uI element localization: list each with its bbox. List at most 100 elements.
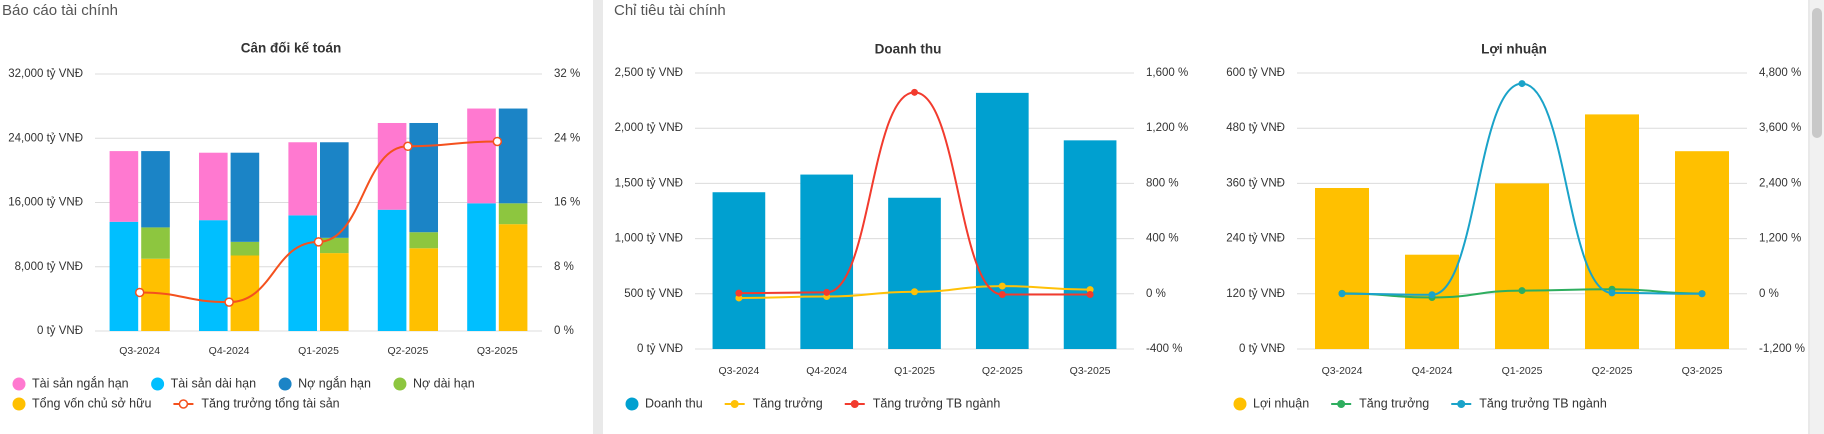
bar	[975, 92, 1029, 349]
legend-marker	[393, 377, 407, 391]
y-tick-label: 1,500 tỷ VNĐ	[615, 177, 683, 189]
x-tick-label: Q4-2024	[209, 345, 250, 357]
y-tick-label: 2,000 tỷ VNĐ	[615, 122, 683, 134]
y-tick-label: 8,000 tỷ VNĐ	[15, 261, 83, 273]
legend-label: Tổng vốn chủ sở hữu	[32, 396, 151, 410]
line-point	[1608, 289, 1616, 297]
bar-segment	[198, 152, 228, 221]
line-point	[492, 136, 503, 147]
bar	[1495, 183, 1549, 349]
y2-tick-label: 0 %	[554, 325, 574, 337]
x-tick-label: Q3-2024	[718, 365, 759, 377]
y2-tick-label: 4,800 %	[1759, 67, 1801, 79]
legend-marker	[278, 377, 292, 391]
x-tick-label: Q4-2024	[806, 365, 847, 377]
x-tick-label: Q3-2024	[1322, 365, 1363, 377]
bar-segment	[409, 232, 439, 249]
legend-label: Doanh thu	[645, 396, 703, 410]
bar-segment	[230, 152, 260, 242]
line-point	[1086, 286, 1094, 294]
chart-title: Cân đối kế toán	[241, 41, 342, 56]
line-point	[911, 288, 918, 296]
bar-segment	[109, 221, 139, 331]
scrollbar-thumb[interactable]	[1812, 8, 1822, 138]
legend-marker	[151, 377, 165, 391]
x-tick-label: Q3-2025	[477, 345, 518, 357]
bar	[1063, 140, 1117, 349]
x-tick-label: Q4-2024	[1412, 365, 1453, 377]
y2-tick-label: 2,400 %	[1759, 177, 1801, 189]
y-tick-label: 16,000 tỷ VNĐ	[8, 197, 83, 209]
y2-tick-label: 1,200 %	[1759, 233, 1801, 245]
legend-marker	[850, 400, 859, 408]
bar-segment	[230, 241, 260, 256]
y2-tick-label: 24 %	[554, 132, 580, 144]
legend-label: Nợ dài hạn	[413, 376, 475, 390]
chart-title: Lợi nhuận	[1481, 42, 1547, 57]
legend-marker	[625, 397, 639, 411]
line-point	[1338, 290, 1346, 298]
bar-segment	[320, 237, 349, 254]
y2-tick-label: 1,600 %	[1146, 67, 1188, 79]
bar-segment	[409, 248, 439, 331]
y-tick-label: 1,000 tỷ VNĐ	[615, 233, 683, 245]
bar-segment	[467, 203, 496, 331]
y2-tick-label: 32 %	[554, 68, 580, 80]
legend-marker	[1233, 397, 1247, 411]
bar	[1315, 188, 1369, 349]
y-tick-label: 600 tỷ VNĐ	[1226, 67, 1285, 79]
legend-label: Tài sản dài hạn	[171, 376, 257, 390]
x-tick-label: Q1-2025	[1502, 365, 1543, 377]
y2-tick-label: 16 %	[554, 197, 580, 209]
x-tick-label: Q3-2024	[119, 345, 160, 357]
bar	[1675, 151, 1729, 349]
bar-segment	[498, 108, 528, 204]
y-tick-label: 0 tỷ VNĐ	[37, 325, 83, 337]
y2-tick-label: 3,600 %	[1759, 122, 1801, 134]
legend-label: Tăng trưởng TB ngành	[1479, 396, 1607, 410]
legend-label: Nợ ngắn hạn	[298, 375, 371, 390]
line-point	[735, 294, 743, 302]
bar-segment	[198, 220, 228, 331]
legend-label: Tăng trưởng	[1359, 396, 1429, 410]
bar-segment	[141, 151, 170, 228]
line-point	[998, 282, 1006, 290]
bar-segment	[498, 224, 528, 331]
legend-label: Tăng trưởng tổng tài sản	[201, 396, 339, 410]
line-point	[134, 287, 145, 298]
bar	[888, 197, 941, 349]
legend-marker	[12, 377, 26, 391]
y-tick-label: 2,500 tỷ VNĐ	[615, 67, 683, 79]
bar-segment	[109, 151, 139, 222]
y2-tick-label: 800 %	[1146, 177, 1179, 189]
x-tick-label: Q1-2025	[894, 365, 935, 377]
y2-tick-label: 1,200 %	[1146, 122, 1188, 134]
legend-marker	[1457, 400, 1466, 408]
panel-title: Chỉ tiêu tài chính	[614, 2, 726, 19]
line-point	[1698, 290, 1706, 298]
line-point	[911, 88, 918, 96]
bar-segment	[288, 215, 317, 331]
bar-segment	[377, 122, 407, 210]
bar-segment	[141, 227, 170, 259]
panel-title: Báo cáo tài chính	[2, 2, 118, 19]
legend-marker	[730, 400, 739, 408]
y2-tick-label: -400 %	[1146, 343, 1182, 355]
line-point	[1086, 290, 1094, 298]
line-point	[823, 288, 831, 296]
line-point	[1518, 287, 1526, 295]
bar-segment	[467, 108, 496, 204]
legend-label: Tăng trưởng	[753, 396, 823, 410]
legend-label: Tài sản ngắn hạn	[32, 375, 129, 390]
legend-marker	[178, 399, 189, 409]
y2-tick-label: 0 %	[1759, 288, 1779, 300]
x-tick-label: Q2-2025	[1592, 365, 1633, 377]
legend-marker	[12, 397, 26, 411]
y2-tick-label: 400 %	[1146, 233, 1179, 245]
bar-segment	[288, 142, 317, 216]
chart-title: Doanh thu	[875, 42, 942, 57]
y2-tick-label: -1,200 %	[1759, 343, 1805, 355]
